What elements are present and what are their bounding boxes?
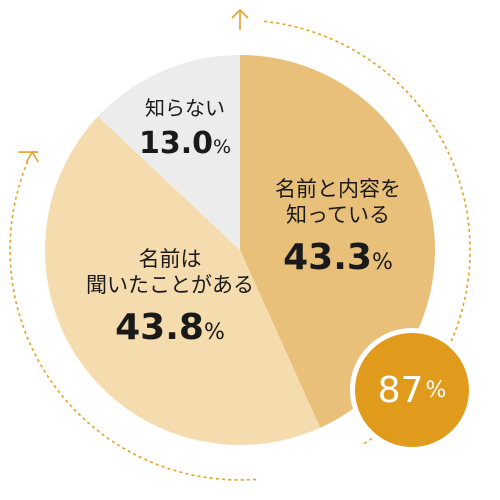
- total-recognition-badge: 87%: [350, 328, 474, 452]
- slice-value-number: 43.8: [115, 306, 204, 348]
- slice-label-heard-name: 名前は 聞いたことがある 43.8%: [70, 246, 270, 350]
- badge-value: 87: [377, 369, 424, 411]
- slice-name-unknown: 知らない: [145, 96, 225, 120]
- slice-value-heard-name: 43.8%: [70, 305, 270, 350]
- recognition-arrows: [9, 8, 471, 481]
- pie-slice-heard-name: [45, 116, 321, 446]
- recognition-arc-left: [9, 159, 257, 481]
- slice-name-know-content: 名前と内容を 知っている: [275, 177, 401, 228]
- slice-value-unit: %: [203, 319, 225, 345]
- pie-slices: [45, 55, 436, 446]
- arrowhead-left-icon: [18, 150, 39, 163]
- slice-value-number: 43.3: [283, 236, 372, 278]
- slice-value-unknown: 13.0%: [120, 125, 250, 163]
- slice-label-know-content: 名前と内容を 知っている 43.3%: [258, 176, 418, 280]
- slice-value-unit: %: [371, 249, 393, 275]
- slice-name-heard-name: 名前は 聞いたことがある: [86, 247, 254, 298]
- arrowhead-top-icon: [231, 8, 249, 30]
- slice-label-unknown: 知らない 13.0%: [120, 96, 250, 163]
- slice-value-know-content: 43.3%: [258, 235, 418, 280]
- slice-value-number: 13.0: [138, 126, 213, 161]
- badge-unit: %: [425, 377, 447, 403]
- pie-slice-unknown: [97, 55, 241, 250]
- slice-value-unit: %: [212, 136, 232, 158]
